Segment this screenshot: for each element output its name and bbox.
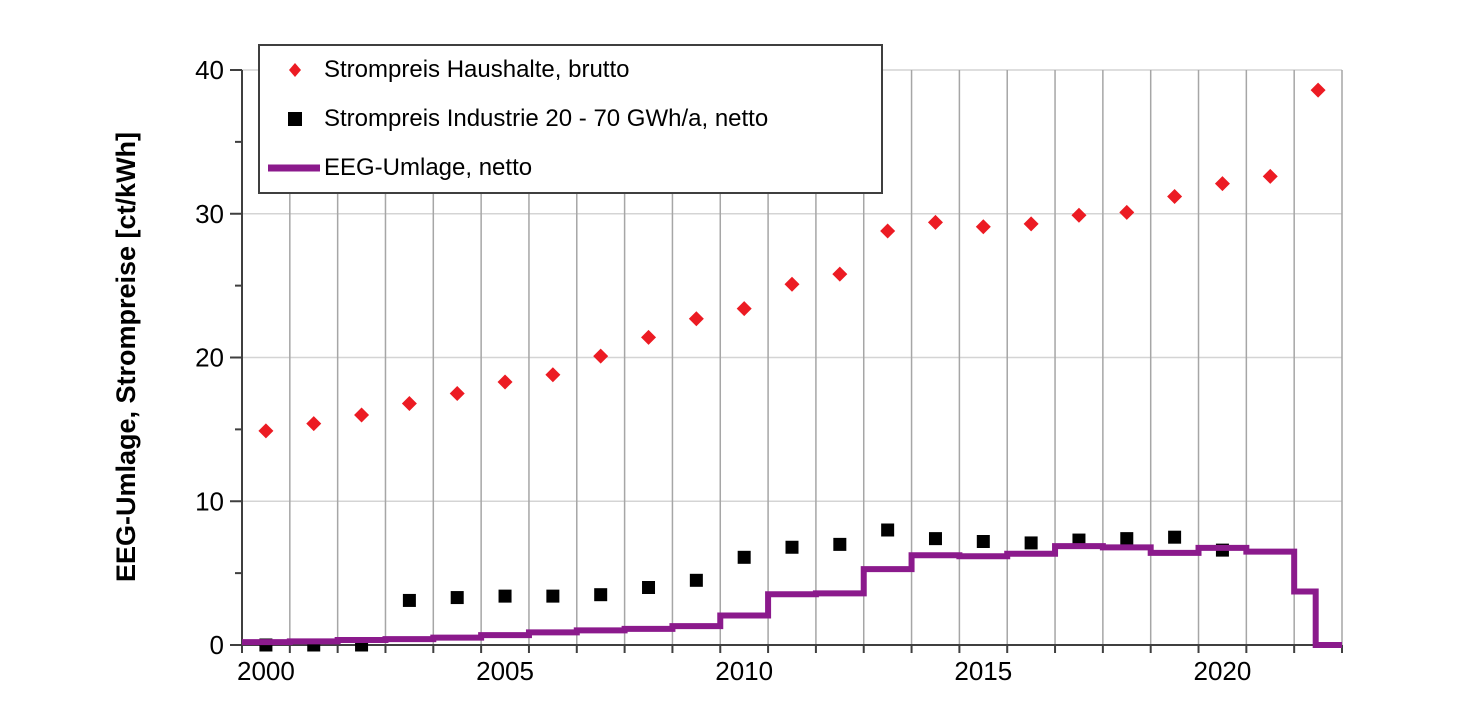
data-point-industrie — [689, 573, 703, 587]
y-tick-label: 30 — [195, 199, 224, 229]
data-point-haushalte — [401, 396, 417, 411]
square-marker-icon — [288, 111, 302, 126]
data-point-industrie — [642, 581, 656, 594]
data-point-industrie — [833, 537, 847, 551]
data-point-haushalte — [545, 367, 561, 383]
x-tick-label: 2015 — [954, 656, 1012, 686]
data-point-haushalte — [306, 416, 322, 432]
line-marker-icon — [268, 164, 320, 172]
data-point-haushalte — [1167, 189, 1183, 204]
data-point-industrie — [402, 593, 416, 607]
diamond-marker-icon — [289, 63, 301, 78]
data-point-haushalte — [1023, 216, 1039, 232]
eeg-umlage-step-line — [242, 543, 1342, 648]
data-point-haushalte — [784, 276, 800, 292]
data-point-industrie — [737, 550, 751, 564]
data-point-haushalte — [736, 301, 752, 317]
data-point-industrie — [450, 591, 464, 605]
data-point-industrie — [594, 588, 608, 602]
data-point-industrie — [881, 523, 895, 537]
data-point-haushalte — [258, 423, 274, 439]
y-tick-label: 20 — [195, 343, 224, 373]
data-point-haushalte — [1262, 168, 1278, 184]
series-layer — [242, 82, 1342, 652]
data-point-haushalte — [880, 223, 896, 239]
data-point-haushalte — [593, 348, 609, 364]
data-point-haushalte — [354, 407, 370, 423]
data-point-industrie — [1024, 536, 1038, 550]
legend-item-industrie: Strompreis Industrie 20 - 70 GWh/a, nett… — [260, 95, 881, 143]
y-tick-label: 40 — [195, 55, 224, 85]
y-axis-title: EEG-Umlage, Strompreise [ct/kWh] — [111, 132, 141, 582]
data-point-industrie — [1168, 530, 1182, 544]
data-point-haushalte — [927, 214, 943, 230]
data-point-industrie — [1120, 532, 1134, 546]
data-point-haushalte — [1214, 176, 1230, 192]
x-tick-label: 2000 — [237, 656, 295, 686]
legend-label-haushalte: Strompreis Haushalte, brutto — [324, 56, 630, 84]
data-point-haushalte — [688, 311, 704, 327]
legend-label-eeg-umlage: EEG-Umlage, netto — [324, 153, 533, 181]
data-point-haushalte — [832, 266, 848, 282]
data-point-haushalte — [449, 385, 465, 401]
legend-item-haushalte: Strompreis Haushalte, brutto — [260, 46, 881, 94]
x-tick-label: 2005 — [476, 656, 534, 686]
data-point-industrie — [785, 540, 799, 554]
x-tick-label: 2010 — [715, 656, 773, 686]
data-point-haushalte — [641, 329, 657, 345]
data-point-industrie — [928, 532, 942, 546]
y-tick-label: 0 — [210, 630, 224, 660]
data-point-haushalte — [1071, 207, 1087, 223]
y-tick-label: 10 — [195, 486, 224, 516]
tick-label-layer: 0 10 20 30 40 2000 2005 2010 2015 2020 — [195, 55, 1251, 686]
data-point-industrie — [546, 589, 560, 603]
data-point-haushalte — [1119, 204, 1135, 220]
data-point-industrie — [498, 589, 512, 603]
x-tick-label: 2020 — [1194, 656, 1252, 686]
legend: Strompreis Haushalte, brutto Strompreis … — [258, 44, 883, 194]
axis-layer — [230, 69, 1343, 653]
data-point-haushalte — [975, 219, 991, 235]
data-point-industrie — [976, 535, 990, 548]
data-point-haushalte — [497, 374, 513, 390]
legend-item-eeg-umlage: EEG-Umlage, netto — [260, 144, 881, 192]
data-point-haushalte — [1310, 82, 1326, 98]
legend-label-industrie: Strompreis Industrie 20 - 70 GWh/a, nett… — [324, 104, 769, 132]
